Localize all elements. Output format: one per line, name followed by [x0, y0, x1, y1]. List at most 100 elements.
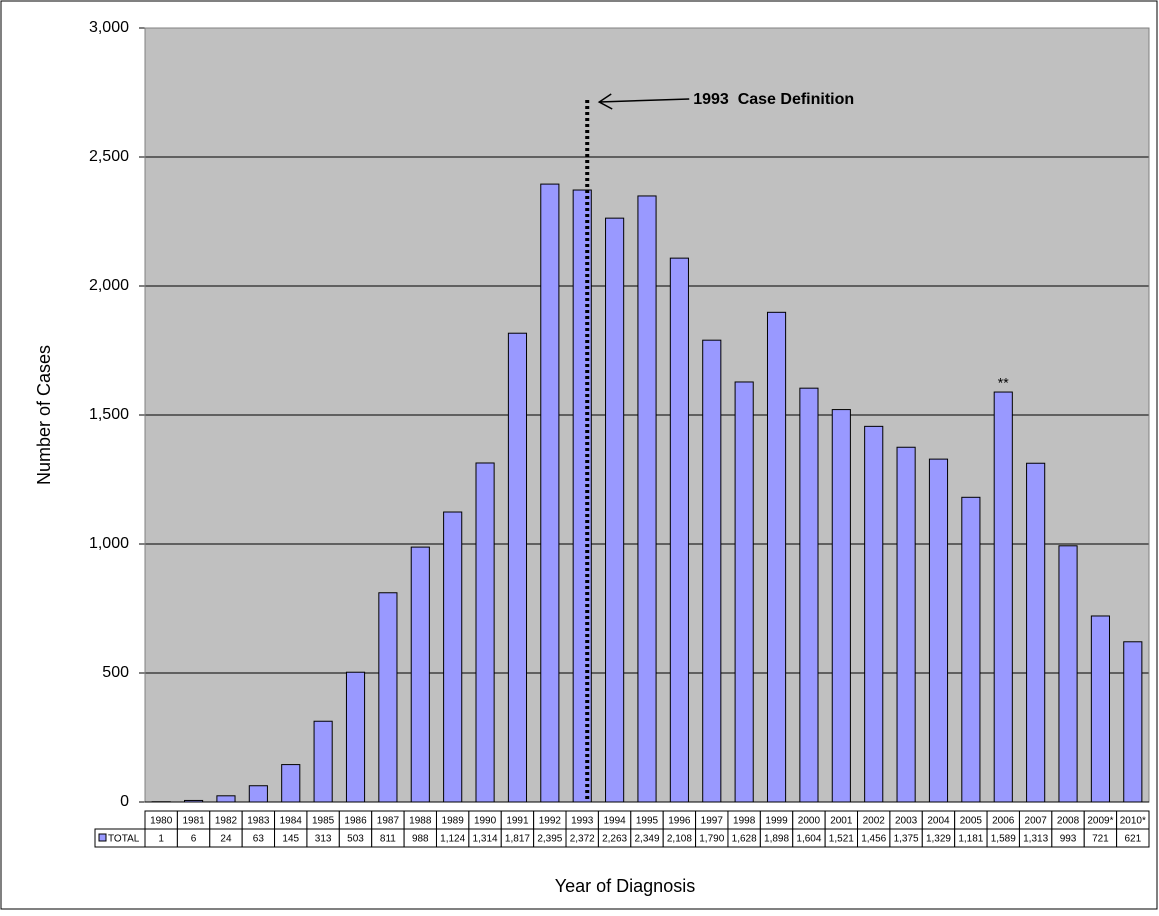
x-tick-label: 1984: [280, 816, 303, 827]
bar: [1091, 616, 1109, 802]
y-axis-label: Number of Cases: [34, 345, 54, 485]
bar: [346, 672, 364, 802]
x-tick-label: 2003: [895, 816, 918, 827]
x-tick-label: 1999: [765, 816, 788, 827]
bar: [735, 382, 753, 802]
data-label: 1,817: [505, 834, 530, 845]
x-tick-label: 1987: [377, 816, 400, 827]
bar: [1124, 642, 1142, 802]
bar: [638, 196, 656, 802]
data-label: 1,124: [440, 834, 465, 845]
x-tick-label: 2008: [1057, 816, 1080, 827]
data-label: 811: [380, 834, 396, 845]
legend-swatch: [99, 834, 106, 841]
data-label: 988: [412, 834, 429, 845]
x-tick-label: 1993: [571, 816, 594, 827]
y-tick-label: 3,000: [89, 19, 129, 36]
bar: [476, 463, 494, 802]
data-label: 621: [1124, 834, 1141, 845]
bar: [832, 410, 850, 802]
x-tick-label: 2000: [798, 816, 821, 827]
bar: [703, 340, 721, 802]
data-label: 2,263: [602, 834, 627, 845]
x-tick-label: 1983: [247, 816, 270, 827]
data-label: 1,329: [926, 834, 951, 845]
bar: [1027, 463, 1045, 802]
x-tick-label: 1980: [150, 816, 173, 827]
data-label: 1,521: [829, 834, 854, 845]
data-label: 1,628: [732, 834, 757, 845]
y-tick-label: 500: [102, 664, 129, 681]
bar: [897, 447, 915, 802]
y-tick-label: 0: [120, 793, 129, 810]
annotation: 1993 Case Definition: [693, 91, 854, 108]
y-tick-label: 1,500: [89, 406, 129, 423]
data-label: 24: [220, 834, 232, 845]
data-label: 1,313: [1023, 834, 1048, 845]
bar: [444, 512, 462, 802]
bar: [800, 388, 818, 802]
x-tick-label: 1992: [539, 816, 562, 827]
x-tick-label: 1995: [636, 816, 659, 827]
data-label: 145: [282, 834, 299, 845]
bar: [670, 258, 688, 802]
x-tick-label: 2002: [863, 816, 886, 827]
bar: [1059, 546, 1077, 802]
x-tick-label: 1998: [733, 816, 756, 827]
bar: [929, 459, 947, 802]
bar: [865, 426, 883, 802]
data-label: 2,108: [667, 834, 692, 845]
x-tick-label: 1981: [182, 816, 205, 827]
bar: [767, 312, 785, 802]
data-label: 313: [315, 834, 332, 845]
data-label: 1,589: [991, 834, 1016, 845]
y-tick-label: 1,000: [89, 535, 129, 552]
data-label: 1,456: [861, 834, 886, 845]
x-tick-label: 1996: [668, 816, 691, 827]
annotation: **: [998, 375, 1009, 391]
bar: [217, 796, 235, 802]
bar: [282, 765, 300, 802]
bar: [508, 333, 526, 802]
bar: [379, 593, 397, 802]
x-tick-label: 1994: [603, 816, 626, 827]
data-label: 1,181: [958, 834, 983, 845]
data-label: 1: [158, 834, 164, 845]
x-tick-label: 1991: [506, 816, 529, 827]
x-tick-label: 1989: [442, 816, 465, 827]
data-label: 2,395: [537, 834, 562, 845]
x-tick-label: 1985: [312, 816, 335, 827]
y-tick-label: 2,500: [89, 148, 129, 165]
data-label: 1,604: [796, 834, 821, 845]
data-label: 993: [1060, 834, 1077, 845]
x-tick-label: 2001: [830, 816, 853, 827]
data-label: 1,898: [764, 834, 789, 845]
x-tick-label: 2010*: [1120, 816, 1146, 827]
x-tick-label: 1997: [701, 816, 724, 827]
data-label: 1,790: [699, 834, 724, 845]
y-tick-label: 2,000: [89, 277, 129, 294]
bar: [994, 392, 1012, 802]
data-label: 63: [253, 834, 265, 845]
x-tick-label: 1988: [409, 816, 432, 827]
legend-label: TOTAL: [108, 834, 140, 845]
x-tick-label: 2007: [1025, 816, 1048, 827]
x-axis-label: Year of Diagnosis: [555, 876, 695, 896]
x-tick-label: 2004: [927, 816, 950, 827]
bar: [249, 786, 267, 802]
data-label: 6: [191, 834, 197, 845]
bar: [962, 497, 980, 802]
x-tick-label: 2005: [960, 816, 983, 827]
data-label: 1,314: [473, 834, 498, 845]
bar: [606, 218, 624, 802]
bar: [314, 721, 332, 802]
x-tick-label: 1982: [215, 816, 238, 827]
data-label: 1,375: [894, 834, 919, 845]
bar: [541, 184, 559, 802]
data-label: 503: [347, 834, 364, 845]
data-label: 2,372: [570, 834, 595, 845]
x-tick-label: 2006: [992, 816, 1015, 827]
data-label: 721: [1092, 834, 1109, 845]
x-tick-label: 1986: [344, 816, 367, 827]
